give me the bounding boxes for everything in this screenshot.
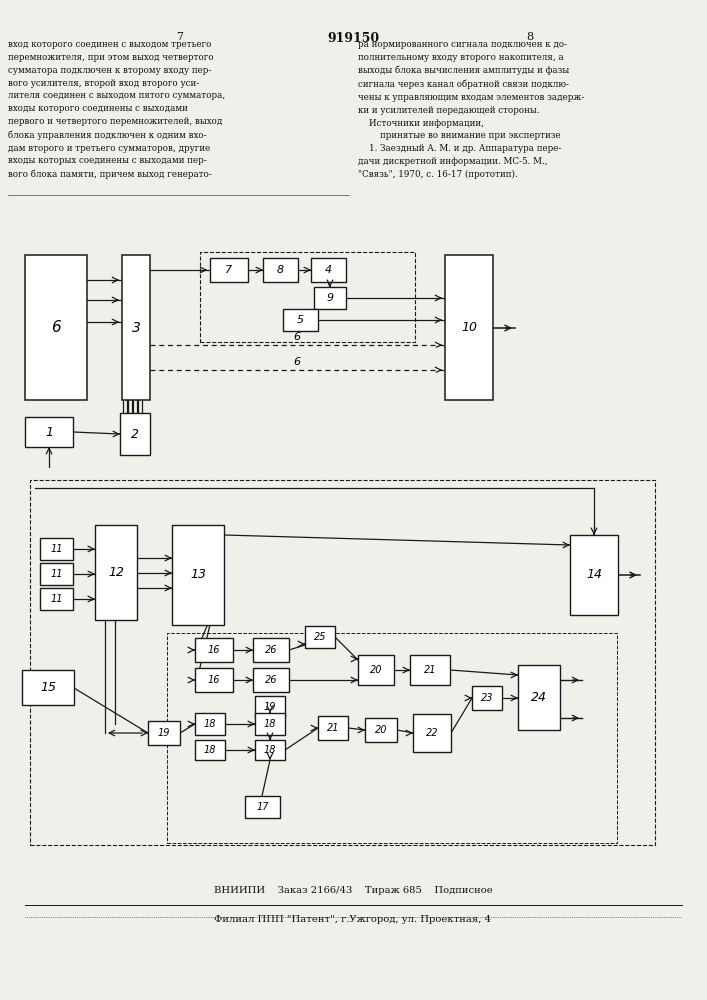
- Bar: [167, 633, 617, 843]
- Text: 6: 6: [293, 332, 300, 342]
- Text: 8: 8: [277, 265, 284, 275]
- Bar: [318, 716, 348, 740]
- Bar: [122, 255, 150, 400]
- Text: 26: 26: [264, 645, 277, 655]
- Text: 4: 4: [325, 265, 332, 275]
- Bar: [172, 525, 224, 625]
- Bar: [40, 538, 73, 560]
- Text: 18: 18: [264, 719, 276, 729]
- Text: 9: 9: [327, 293, 334, 303]
- Text: 8: 8: [527, 32, 534, 42]
- Text: 919150: 919150: [327, 32, 379, 45]
- Bar: [120, 413, 150, 455]
- Text: 7: 7: [226, 265, 233, 275]
- Text: 16: 16: [208, 675, 221, 685]
- Bar: [40, 588, 73, 610]
- Text: ВНИИПИ    Заказ 2166/43    Тираж 685    Подписное: ВНИИПИ Заказ 2166/43 Тираж 685 Подписное: [214, 886, 492, 895]
- Bar: [358, 655, 394, 685]
- Text: 19: 19: [264, 702, 276, 712]
- Text: 18: 18: [204, 745, 216, 755]
- Text: ра нормированного сигнала подключен к до-
полнительному входу второго накопителя: ра нормированного сигнала подключен к до…: [358, 40, 585, 179]
- Text: 10: 10: [461, 321, 477, 334]
- Bar: [25, 417, 73, 447]
- Bar: [255, 696, 285, 718]
- Text: 23: 23: [481, 693, 493, 703]
- Bar: [40, 563, 73, 585]
- Bar: [253, 638, 289, 662]
- Bar: [95, 525, 137, 620]
- Text: 17: 17: [256, 802, 269, 812]
- Text: 20: 20: [370, 665, 382, 675]
- Bar: [314, 287, 346, 309]
- Text: 11: 11: [50, 594, 63, 604]
- Text: 15: 15: [40, 681, 56, 694]
- Bar: [25, 255, 87, 400]
- Text: 21: 21: [327, 723, 339, 733]
- Text: 16: 16: [208, 645, 221, 655]
- Text: 26: 26: [264, 675, 277, 685]
- Text: 6: 6: [51, 320, 61, 335]
- Bar: [255, 713, 285, 735]
- Bar: [195, 638, 233, 662]
- Text: 2: 2: [131, 428, 139, 440]
- Bar: [195, 713, 225, 735]
- Bar: [311, 258, 346, 282]
- Bar: [263, 258, 298, 282]
- Text: 22: 22: [426, 728, 438, 738]
- Text: 5: 5: [297, 315, 304, 325]
- Text: 21: 21: [423, 665, 436, 675]
- Text: 18: 18: [204, 719, 216, 729]
- Bar: [305, 626, 335, 648]
- Bar: [22, 670, 74, 705]
- Bar: [472, 686, 502, 710]
- Text: Филиал ППП "Патент", г.Ужгород, ул. Проектная, 4: Филиал ППП "Патент", г.Ужгород, ул. Прое…: [214, 915, 491, 924]
- Bar: [445, 255, 493, 400]
- Bar: [200, 252, 415, 342]
- Text: 6: 6: [293, 357, 300, 367]
- Text: 24: 24: [531, 691, 547, 704]
- Text: 18: 18: [264, 745, 276, 755]
- Bar: [570, 535, 618, 615]
- Bar: [245, 796, 280, 818]
- Bar: [518, 665, 560, 730]
- Bar: [253, 668, 289, 692]
- Bar: [195, 740, 225, 760]
- Bar: [30, 480, 655, 845]
- Bar: [413, 714, 451, 752]
- Bar: [283, 309, 318, 331]
- Text: вход которого соединен с выходом третьего
перемножителя, при этом выход четверто: вход которого соединен с выходом третьег…: [8, 40, 226, 179]
- Bar: [365, 718, 397, 742]
- Bar: [410, 655, 450, 685]
- Text: 11: 11: [50, 569, 63, 579]
- Text: 11: 11: [50, 544, 63, 554]
- Text: 3: 3: [132, 320, 141, 334]
- Text: 20: 20: [375, 725, 387, 735]
- Text: 14: 14: [586, 568, 602, 582]
- Text: 25: 25: [314, 632, 326, 642]
- Text: 13: 13: [190, 568, 206, 582]
- Bar: [210, 258, 248, 282]
- Text: 7: 7: [177, 32, 184, 42]
- Bar: [195, 668, 233, 692]
- Text: 1: 1: [45, 426, 53, 438]
- Bar: [255, 740, 285, 760]
- Text: 19: 19: [158, 728, 170, 738]
- Bar: [148, 721, 180, 745]
- Text: 12: 12: [108, 566, 124, 579]
